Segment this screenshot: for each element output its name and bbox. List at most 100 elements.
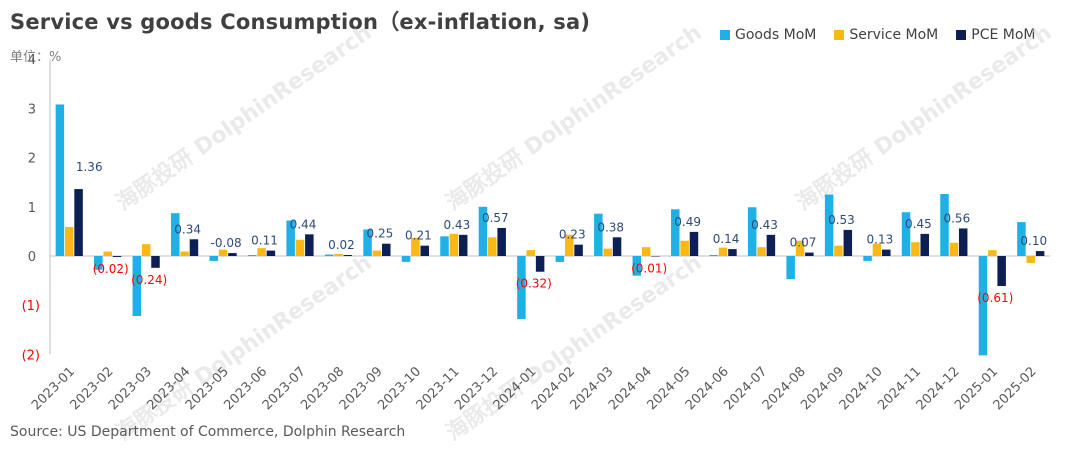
bar-goods-2024-07 [747,207,757,256]
bar-service-2024-06 [718,247,728,256]
bar-goods-2023-09 [363,229,372,256]
unit-label: 单位：% [10,50,62,65]
bar-pce-2024-09 [843,229,853,256]
bar-pce-2023-10 [420,245,429,256]
bar-goods-2023-02 [94,256,103,270]
data-label-pce-2024-01: (0.32) [516,277,552,291]
bar-service-2024-01 [526,250,536,256]
y-tick-label: (1) [22,299,40,314]
bar-service-2024-10 [872,243,882,256]
bar-pce-2023-02 [112,256,122,257]
data-label-pce-2023-08: 0.02 [328,238,355,252]
data-label-pce-2024-09: 0.53 [828,213,855,227]
bar-service-2024-08 [795,240,805,256]
data-label-pce-2024-08: 0.07 [790,236,817,250]
bar-pce-2024-08 [805,252,814,256]
legend-item-goods: Goods MoM [720,27,816,43]
x-tick-label: 2025-02 [991,364,1040,413]
bar-service-2023-04 [180,251,189,256]
bar-service-2024-02 [564,234,574,256]
bar-pce-2024-04 [651,256,660,257]
bar-service-2024-03 [603,248,612,256]
bar-service-2024-12 [949,242,959,256]
y-tick-label: 1 [28,201,36,216]
legend-label-goods: Goods MoM [735,27,817,43]
bar-service-2024-09 [834,245,843,256]
bar-goods-2023-12 [478,206,488,256]
bar-service-2023-01 [64,226,74,256]
bar-pce-2023-04 [189,239,199,256]
y-tick-label: 0 [28,250,36,265]
data-label-pce-2023-12: 0.57 [482,211,509,225]
bar-service-2024-05 [680,240,689,256]
bar-service-2023-08 [334,254,343,256]
bar-pce-2024-03 [612,237,622,256]
bar-pce-2023-01 [74,189,83,256]
legend-swatch-pce [956,30,967,40]
bar-goods-2025-02 [1017,222,1026,256]
bar-service-2023-09 [372,250,382,256]
bar-service-2024-07 [757,247,766,256]
chart-title: Service vs goods Consumption（ex-inflatio… [10,10,591,34]
bar-pce-2024-01 [535,256,545,272]
data-label-pce-2024-06: 0.14 [713,232,740,246]
data-label-pce-2024-12: 0.56 [943,211,970,225]
bar-pce-2025-02 [1035,251,1045,256]
data-label-pce-2023-07: 0.44 [290,217,317,231]
legend-label-pce: PCE MoM [971,27,1036,43]
data-label-pce-2023-04: 0.34 [174,222,201,236]
bar-service-2023-05 [218,249,228,256]
bar-goods-2023-06 [247,255,257,256]
y-tick-label: (2) [22,348,40,363]
bar-service-2023-03 [141,244,151,256]
bar-service-2023-10 [411,237,420,256]
bar-pce-2025-01 [997,256,1006,287]
data-label-pce-2024-03: 0.38 [597,220,624,234]
bar-goods-2023-05 [209,256,218,261]
bar-pce-2023-06 [266,250,276,256]
data-label-pce-2023-11: 0.43 [443,218,470,232]
data-label-pce-2023-05: -0.08 [211,236,242,250]
bar-goods-2023-11 [440,236,449,256]
bar-service-2025-02 [1026,256,1036,263]
bar-pce-2023-03 [151,256,160,268]
bar-service-2023-07 [295,239,305,256]
bar-pce-2024-02 [574,244,583,256]
bar-pce-2024-12 [958,228,968,256]
bar-goods-2024-11 [901,212,911,256]
bar-goods-2024-06 [709,255,718,256]
bar-goods-2024-09 [824,194,834,256]
bar-service-2023-02 [103,251,112,256]
data-label-pce-2023-01: 1.36 [76,160,103,174]
bar-goods-2023-08 [324,254,334,256]
data-label-pce-2024-10: 0.13 [867,233,894,247]
source-note: Source: US Department of Commerce, Dolph… [10,424,406,440]
bar-pce-2023-09 [382,243,391,256]
bar-pce-2024-10 [882,249,891,256]
bar-goods-2023-10 [401,256,411,262]
bar-goods-2024-08 [786,256,795,280]
y-tick-label: 2 [28,152,36,167]
legend-item-pce: PCE MoM [956,27,1036,43]
bar-service-2023-06 [257,248,266,256]
legend-item-service: Service MoM [834,27,938,43]
data-label-pce-2024-11: 0.45 [905,217,932,231]
legend-label-service: Service MoM [849,27,939,43]
bar-service-2025-01 [988,250,997,256]
bar-pce-2023-12 [497,227,506,256]
legend-swatch-goods [720,30,730,40]
bar-pce-2024-05 [689,231,699,256]
bar-goods-2025-01 [978,256,988,356]
bar-goods-2024-03 [594,213,603,256]
bar-service-2023-11 [449,233,459,256]
data-label-pce-2024-04: (0.01) [631,261,667,275]
data-label-pce-2025-01: (0.61) [977,291,1013,305]
bar-goods-2024-10 [863,256,872,261]
bar-goods-2023-01 [55,104,65,257]
data-label-pce-2023-03: (0.24) [131,273,167,287]
data-label-pce-2023-06: 0.11 [251,234,278,248]
bar-goods-2024-02 [555,256,565,262]
bar-pce-2024-06 [728,249,737,256]
chart-legend: Goods MoM Service MoM PCE MoM [720,27,1036,43]
